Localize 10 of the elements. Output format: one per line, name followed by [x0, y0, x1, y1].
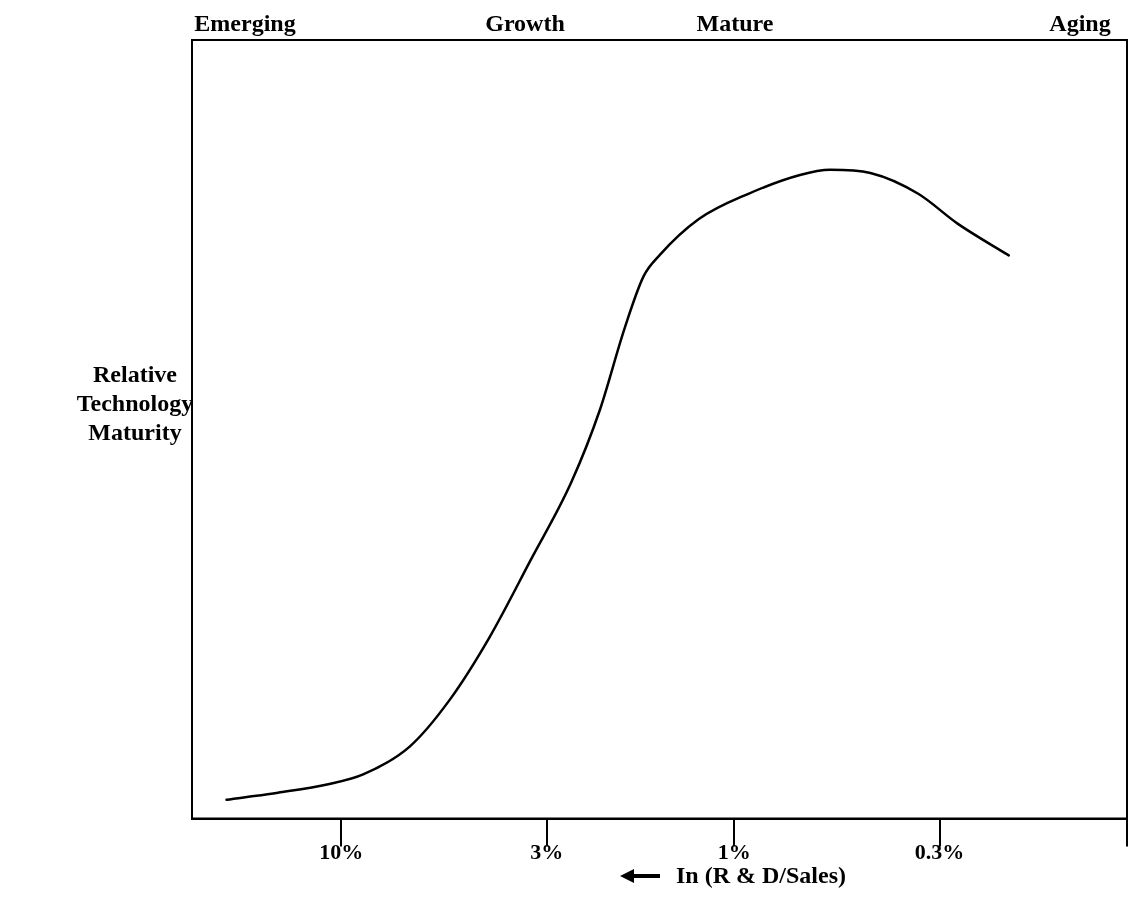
- text: Mature: [696, 10, 774, 37]
- text: Growth: [485, 10, 565, 37]
- x-axis-title: In (R & D/Sales): [676, 862, 847, 889]
- x-tick-label: 0.3%: [914, 839, 965, 865]
- x-tick-label: 10%: [319, 839, 364, 865]
- text: Emerging: [194, 10, 296, 37]
- x-tick-label: 3%: [530, 839, 564, 865]
- y-axis-title: Relative Technology Maturity: [75, 360, 195, 447]
- x-tick-label: 1%: [717, 839, 751, 865]
- text: Aging: [1049, 10, 1111, 37]
